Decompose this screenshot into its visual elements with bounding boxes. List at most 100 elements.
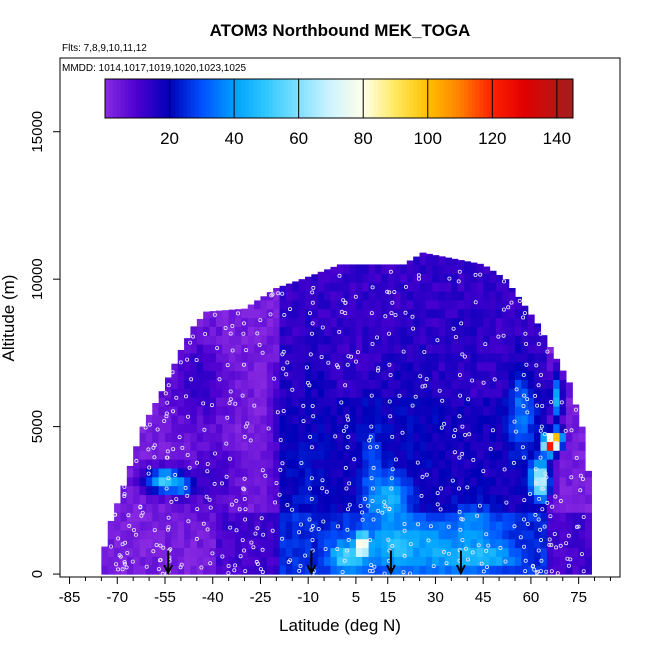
heatmap-cell	[336, 459, 344, 469]
heatmap-cell	[324, 370, 332, 381]
heatmap-cell	[266, 441, 274, 451]
heatmap-cell	[203, 414, 211, 425]
heatmap-cell	[508, 352, 516, 363]
heatmap-cell	[184, 494, 192, 504]
heatmap-cell	[324, 494, 332, 504]
colorbar-segment	[147, 79, 153, 118]
sample-marker	[415, 460, 420, 465]
heatmap-cell	[464, 261, 472, 266]
heatmap-cell	[196, 379, 204, 389]
heatmap-cell	[527, 556, 535, 566]
heatmap-cell	[495, 423, 503, 434]
heatmap-cell	[502, 290, 510, 301]
heatmap-cell	[470, 450, 478, 460]
heatmap-cell	[209, 494, 217, 504]
heatmap-cell	[464, 397, 472, 407]
heatmap-cell	[292, 335, 300, 345]
heatmap-cell	[515, 485, 522, 496]
heatmap-cell	[177, 370, 185, 381]
heatmap-cell	[546, 414, 554, 425]
heatmap-cell	[349, 512, 357, 522]
heatmap-cell	[375, 547, 382, 557]
heatmap-cell	[203, 494, 211, 504]
heatmap-cell	[368, 414, 376, 425]
heatmap-cell	[495, 405, 503, 416]
heatmap-cell	[508, 344, 516, 354]
heatmap-cell	[534, 450, 542, 460]
sample-marker	[255, 331, 260, 336]
heatmap-cell	[317, 520, 325, 531]
heatmap-cell	[400, 485, 408, 496]
heatmap-cell	[171, 485, 179, 496]
heatmap-cell	[508, 290, 516, 301]
heatmap-cell	[438, 423, 446, 434]
heatmap-cell	[521, 432, 529, 442]
heatmap-cell	[559, 556, 567, 566]
heatmap-cell	[559, 538, 567, 549]
heatmap-cell	[572, 485, 580, 496]
sample-marker	[473, 300, 478, 305]
sample-marker	[375, 368, 380, 373]
heatmap-cell	[464, 308, 472, 319]
heatmap-cell	[508, 467, 516, 478]
heatmap-cell	[540, 520, 548, 531]
heatmap-cell	[425, 414, 433, 425]
heatmap-cell	[425, 326, 433, 336]
heatmap-cell	[534, 467, 542, 478]
heatmap-cell	[508, 476, 516, 487]
heatmap-cell	[515, 370, 522, 381]
sample-marker	[205, 469, 210, 474]
heatmap-cell	[317, 379, 325, 389]
heatmap-cell	[572, 512, 580, 522]
heatmap-cell	[508, 512, 516, 522]
heatmap-cell	[470, 538, 478, 549]
heatmap-cell	[375, 459, 382, 469]
heatmap-cell	[368, 282, 376, 292]
heatmap-cell	[311, 388, 319, 398]
heatmap-cell	[349, 494, 357, 504]
heatmap-cell	[476, 441, 484, 451]
heatmap-cell	[400, 529, 408, 540]
heatmap-cell	[279, 432, 287, 442]
sample-marker	[189, 377, 194, 382]
heatmap-cell	[292, 388, 300, 398]
heatmap-cell	[247, 423, 255, 434]
heatmap-cell	[413, 326, 421, 336]
heatmap-cell	[209, 352, 217, 363]
sample-marker	[340, 570, 345, 575]
heatmap-cell	[254, 503, 262, 513]
heatmap-cell	[585, 556, 592, 566]
sample-marker	[122, 491, 127, 496]
heatmap-cell	[317, 335, 325, 345]
sample-marker	[290, 387, 295, 392]
heatmap-cell	[495, 565, 503, 575]
heatmap-cell	[553, 379, 561, 389]
heatmap-cell	[413, 317, 421, 327]
sample-marker	[166, 476, 171, 481]
sample-marker	[233, 401, 238, 406]
sample-marker	[347, 502, 352, 507]
heatmap-cell	[381, 299, 389, 310]
heatmap-cell	[177, 538, 185, 549]
heatmap-cell	[425, 370, 433, 381]
heatmap-cell	[222, 503, 230, 513]
sample-marker	[346, 434, 351, 439]
heatmap-cell	[241, 476, 249, 487]
heatmap-cell	[438, 335, 446, 345]
heatmap-cell	[515, 308, 522, 319]
heatmap-cell	[394, 290, 402, 301]
heatmap-cell	[406, 556, 414, 566]
colorbar-segment	[124, 79, 129, 118]
heatmap-cell	[203, 565, 211, 575]
sample-marker	[229, 502, 234, 507]
sample-marker	[383, 504, 388, 509]
heatmap-cell	[502, 370, 510, 381]
heatmap-cell	[203, 503, 211, 513]
sample-marker	[281, 349, 286, 354]
heatmap-cell	[432, 450, 440, 460]
heatmap-cell	[330, 326, 338, 336]
heatmap-cell	[285, 423, 293, 434]
colorbar-segment	[155, 79, 161, 118]
colorbar-segment	[413, 79, 418, 118]
heatmap-cell	[247, 352, 255, 363]
